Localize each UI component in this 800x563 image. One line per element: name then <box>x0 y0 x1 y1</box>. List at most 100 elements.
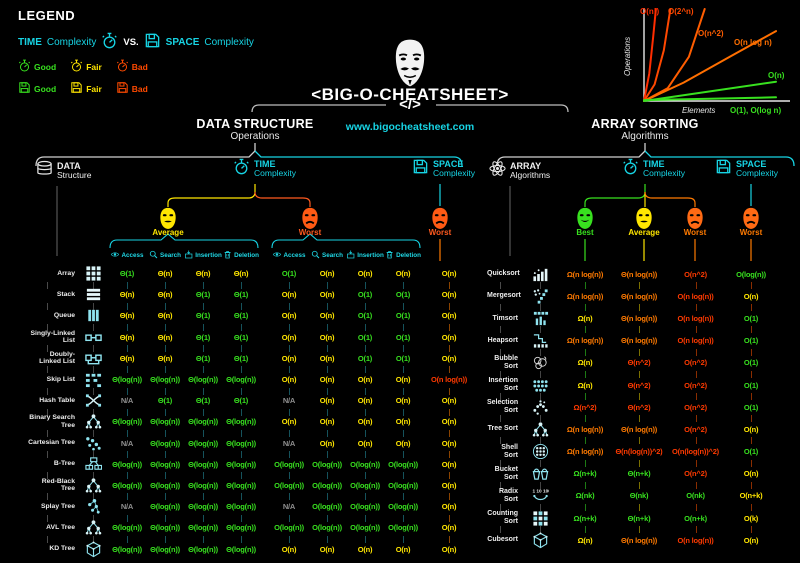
complexity-cell: O(n) <box>308 311 346 331</box>
table-row: Bubble Sort Ω(n) Θ(n^2) O(n^2) O(1) <box>487 352 778 378</box>
complexity-cell: Θ(log(n)) <box>146 523 184 543</box>
atom-icon <box>489 160 506 182</box>
row-label: Tree Sort <box>487 425 521 444</box>
complexity-cell: Ω(n log(n)) <box>559 336 611 356</box>
table-row: Heapsort Ω(n log(n)) Θ(n log(n)) O(n log(n)… <box>487 330 778 356</box>
table-row: Hash Table N/A Θ(1) Θ(1) Θ(1) N/A O(n) O(n) O(n)… <box>28 390 470 416</box>
complexity-cell: O(n) <box>428 439 470 459</box>
table-row: KD Tree Θ(log(n)) Θ(log(n)) Θ(log(n)) Θ(log(… <box>28 538 470 559</box>
space-word: SPACE <box>165 36 200 48</box>
complexity-cell: O(log(n)) <box>270 460 308 480</box>
table-row: Timsort Ω(n) Θ(n log(n)) O(n log(n)) O(1) <box>487 307 778 334</box>
row-icon-bucketsort <box>521 465 559 489</box>
complexity-cell: Θ(n) <box>108 354 146 374</box>
complexity-cell: Θ(n) <box>108 290 146 310</box>
op-header-access: Access <box>272 250 306 261</box>
op-header-insertion: Insertion <box>346 250 384 261</box>
row-icon-queue <box>78 307 108 331</box>
legend-vs-row: TIME Complexity VS. SPACE Complexity <box>18 32 298 52</box>
row-icon-tree <box>78 413 108 437</box>
table-row: Queue Θ(n) Θ(n) Θ(1) Θ(1) O(n) O(n) O(1) O(1) O(n… <box>28 305 470 331</box>
complexity-cell: Θ(log(n)) <box>184 439 222 459</box>
op-header-insertion: Insertion <box>184 250 222 261</box>
complexity-cell: N/A <box>270 502 308 522</box>
insert-box-icon <box>184 250 193 261</box>
table-row: Cubesort Ω(n) Θ(n log(n)) O(n log(n)) O(n) <box>487 529 778 551</box>
row-label: Array <box>28 270 78 288</box>
complexity-cell: O(n) <box>308 333 346 353</box>
rating-label: Good <box>34 83 57 94</box>
curve-o-2-n- <box>643 8 672 102</box>
complexity-cell: O(n log(n)) <box>667 292 724 312</box>
eye-icon <box>272 250 282 261</box>
complexity-cell: O(log(n)) <box>346 460 384 480</box>
row-icon-shellsort <box>521 443 559 467</box>
trash-icon <box>223 250 232 261</box>
complexity-cell: O(log(n)) <box>384 523 422 543</box>
complexity-cell: O(1) <box>384 333 422 353</box>
row-label: Selection Sort <box>487 399 521 422</box>
row-label: Insertion Sort <box>487 377 521 400</box>
complexity-cell: O(1) <box>724 447 778 467</box>
complexity-cell: O(1) <box>724 358 778 378</box>
group-label-space-worst: Worst <box>428 228 452 237</box>
complexity-cell: O(1) <box>384 311 422 331</box>
complexity-cell: Θ(1) <box>184 290 222 310</box>
y-axis-label: Operations <box>623 37 632 76</box>
curve-o-1-o-log-n- <box>643 96 777 102</box>
stopwatch-icon <box>101 32 118 52</box>
complexity-cell: O(1) <box>384 354 422 374</box>
floppy-disk-icon <box>715 158 732 180</box>
complexity-cell: O(n) <box>428 311 470 331</box>
complexity-cell: O(1) <box>346 333 384 353</box>
complexity-cell: O(1) <box>724 336 778 356</box>
code-divider: </> <box>399 96 421 113</box>
complexity-cell: O(n) <box>270 290 308 310</box>
row-icon-cube <box>521 532 559 549</box>
complexity-cell: Θ(n) <box>146 311 184 331</box>
complexity-cell: O(log(n)) <box>308 481 346 501</box>
website-url: www.bigocheatsheet.com <box>345 121 475 133</box>
row-icon-splay <box>78 498 108 522</box>
complexity-cell: O(n) <box>428 269 470 289</box>
row-icon-skip <box>78 371 108 395</box>
table-row: Insertion Sort Ω(n) Θ(n^2) O(n^2) O(1) <box>487 374 778 401</box>
complexity-cell: O(log(n)) <box>270 481 308 501</box>
complexity-cell: O(n) <box>308 439 346 459</box>
row-label: Red-Black Tree <box>28 478 78 501</box>
row-label: Cubesort <box>487 536 518 544</box>
complexity-cell: O(n) <box>308 269 346 289</box>
header-line2: Structure <box>57 170 92 181</box>
complexity-cell: O(nk) <box>667 491 724 511</box>
header-line1: SPACE <box>433 158 464 169</box>
complexity-cell: Θ(log(n)) <box>226 544 256 554</box>
op-header-deletion: Deletion <box>385 250 421 261</box>
x-axis-label: Elements <box>682 106 715 115</box>
complexity-cell: O(n+k) <box>667 514 724 534</box>
complexity-cell: Θ(n^2) <box>611 381 667 401</box>
curve-o-n- <box>643 8 657 102</box>
left-section-subtitle: Operations <box>230 131 280 142</box>
complexity-cell: O(1) <box>724 314 778 334</box>
op-header-search: Search <box>311 250 343 261</box>
complexity-cell: O(log(n)) <box>308 460 346 480</box>
left-section-title: DATA STRUCTURE <box>196 117 314 131</box>
table-row: AVL Tree Θ(log(n)) Θ(log(n)) Θ(log(n)) Θ(log… <box>28 517 470 543</box>
row-label: Cartesian Tree <box>28 439 78 458</box>
complexity-cell: Θ(log(n)) <box>146 439 184 459</box>
array-sorting-section: ARRAY Algorithms TIME Complexity SPACE Comp… <box>487 150 797 563</box>
row-label: Timsort <box>487 315 521 334</box>
row-icon-cube <box>78 541 108 558</box>
table-row: Singly-Linked List Θ(n) Θ(n) Θ(1) Θ(1) O(n) O(… <box>28 327 470 353</box>
right-section-subtitle: Algorithms <box>621 131 669 142</box>
complexity-cell: Ω(n+k) <box>559 514 611 534</box>
row-label: Stack <box>28 291 78 309</box>
complexity-cell: O(log(n)) <box>384 502 422 522</box>
complexity-cell: O(n^2) <box>667 403 724 423</box>
complexity-cell: O(n) <box>384 375 422 395</box>
array-sorting-table: Quicksort Ω(n log(n)) Θ(n log(n)) O(n^2) O(l… <box>487 263 778 551</box>
operations-subheader-row: Access Search Insertion Deletion Access Searc… <box>28 250 470 263</box>
complexity-cell: Θ(log(n)) <box>184 481 222 501</box>
complexity-cell: O(n^2) <box>667 270 724 290</box>
